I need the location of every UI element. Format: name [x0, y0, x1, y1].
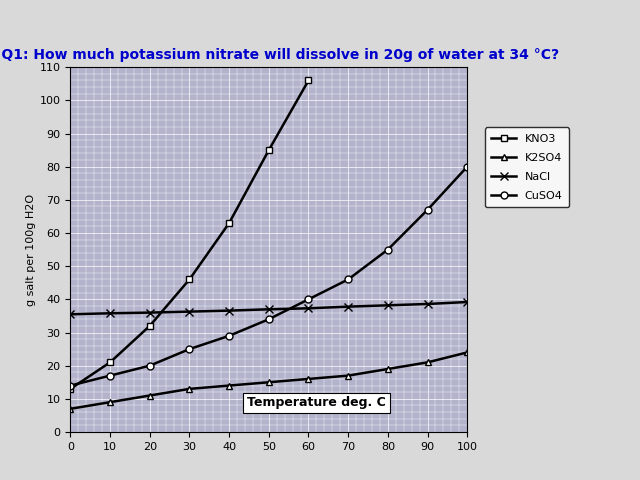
K2SO4 — [225, 383, 233, 388]
NaCl — [225, 308, 233, 313]
CuSO4 — [424, 207, 431, 213]
CuSO4 — [265, 316, 273, 322]
Text: Temperature deg. C: Temperature deg. C — [247, 396, 386, 409]
NaCl — [305, 305, 312, 311]
Line: K2SO4: K2SO4 — [67, 349, 470, 412]
CuSO4 — [146, 363, 154, 369]
CuSO4 — [106, 373, 114, 379]
Legend: KNO3, K2SO4, NaCl, CuSO4: KNO3, K2SO4, NaCl, CuSO4 — [484, 128, 569, 207]
NaCl — [146, 310, 154, 315]
KNO3 — [305, 78, 312, 84]
CuSO4 — [225, 333, 233, 339]
NaCl — [106, 311, 114, 316]
CuSO4 — [67, 383, 74, 388]
NaCl — [424, 301, 431, 307]
CuSO4 — [463, 164, 471, 169]
Line: NaCl: NaCl — [66, 298, 472, 318]
K2SO4 — [384, 366, 392, 372]
K2SO4 — [305, 376, 312, 382]
NaCl — [265, 306, 273, 312]
NaCl — [344, 304, 352, 310]
NaCl — [384, 302, 392, 308]
Y-axis label: g salt per 100g H2O: g salt per 100g H2O — [26, 193, 35, 306]
CuSO4 — [344, 276, 352, 282]
Line: KNO3: KNO3 — [67, 77, 312, 392]
KNO3 — [146, 323, 154, 329]
K2SO4 — [186, 386, 193, 392]
KNO3 — [106, 360, 114, 365]
NaCl — [186, 309, 193, 314]
KNO3 — [67, 386, 74, 392]
KNO3 — [186, 276, 193, 282]
K2SO4 — [67, 406, 74, 412]
K2SO4 — [344, 373, 352, 379]
NaCl — [463, 299, 471, 305]
K2SO4 — [463, 349, 471, 355]
K2SO4 — [265, 379, 273, 385]
K2SO4 — [424, 360, 431, 365]
K2SO4 — [106, 399, 114, 405]
CuSO4 — [384, 247, 392, 252]
Title: Ex Q1: How much potassium nitrate will dissolve in 20g of water at 34 °C?: Ex Q1: How much potassium nitrate will d… — [0, 48, 559, 62]
NaCl — [67, 312, 74, 317]
CuSO4 — [305, 297, 312, 302]
KNO3 — [265, 147, 273, 153]
KNO3 — [225, 220, 233, 226]
Line: CuSO4: CuSO4 — [67, 163, 470, 389]
CuSO4 — [186, 346, 193, 352]
K2SO4 — [146, 393, 154, 398]
